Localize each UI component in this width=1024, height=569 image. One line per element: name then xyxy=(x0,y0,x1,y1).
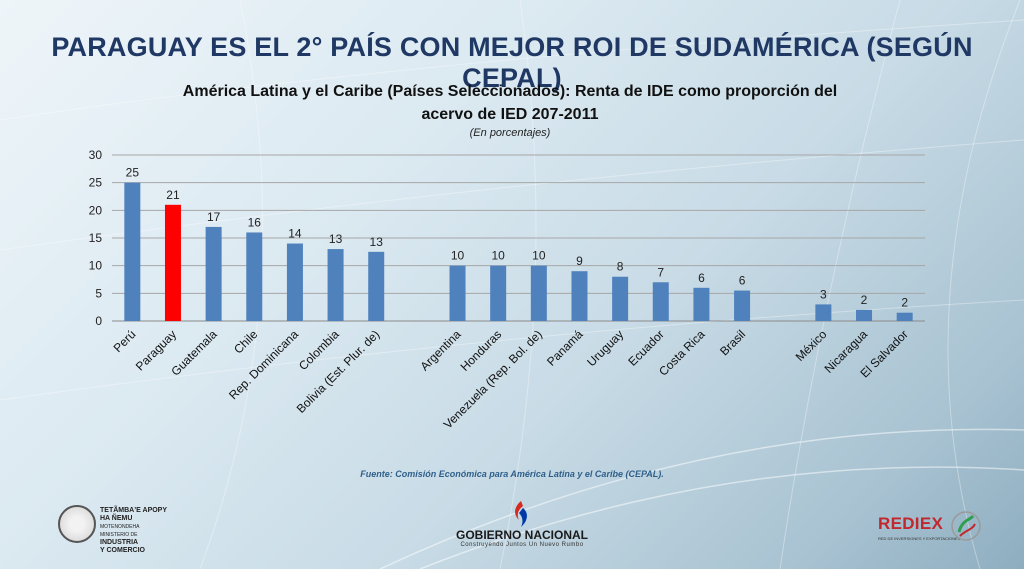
gobierno-nacional-logo: GOBIERNO NACIONAL Construyendo Juntos Un… xyxy=(452,500,592,550)
x-tick-label: Uruguay xyxy=(584,327,626,369)
x-tick-label: México xyxy=(793,327,830,364)
data-label: 2 xyxy=(861,293,868,307)
rediex-name: REDIEX xyxy=(878,514,944,533)
bar xyxy=(734,290,751,321)
rediex-logo: REDIEX RED DE INVERSIONES Y EXPORTACIONE… xyxy=(878,510,988,550)
y-tick-label: 15 xyxy=(89,231,103,245)
gobierno-nacional-name: GOBIERNO NACIONAL xyxy=(456,528,588,542)
bar xyxy=(693,287,710,321)
slide-title: PARAGUAY ES EL 2° PAÍS CON MEJOR ROI DE … xyxy=(51,32,973,93)
data-label: 16 xyxy=(248,215,262,229)
chart-subtitle: (En porcentajes) xyxy=(469,127,551,139)
bar xyxy=(815,304,832,321)
x-tick-label: Perú xyxy=(111,327,139,355)
bar xyxy=(530,265,547,321)
bar xyxy=(205,226,222,321)
data-label: 13 xyxy=(370,235,384,249)
bar-layer xyxy=(124,182,913,321)
y-tick-label: 20 xyxy=(89,203,103,217)
chart-title-line1: América Latina y el Caribe (Países Selec… xyxy=(182,83,838,100)
x-tick-label: Brasil xyxy=(717,327,748,358)
data-label: 8 xyxy=(617,260,624,274)
source-note: Fuente: Comisión Económica para América … xyxy=(360,469,664,479)
data-label: 10 xyxy=(532,249,546,263)
ministry-line4: MINISTERIO DE xyxy=(100,532,138,538)
ministry-logo: TETÃMBAʼE APOPY HA ÑEMU MOTENONDEHA MINI… xyxy=(58,505,178,554)
y-tick-label: 0 xyxy=(95,314,102,328)
bar xyxy=(612,276,629,321)
data-label: 9 xyxy=(576,254,583,268)
y-tick-label: 5 xyxy=(95,286,102,300)
bar xyxy=(124,182,141,321)
chart-title-line2: acervo de IED 207-2011 xyxy=(421,106,599,123)
y-tick-label: 25 xyxy=(89,176,103,190)
data-label: 17 xyxy=(207,210,221,224)
ministry-line2: HA ÑEMU xyxy=(100,515,133,522)
data-label: 10 xyxy=(451,249,465,263)
data-label: 14 xyxy=(288,227,302,241)
x-tick-label: Rep. Dominicana xyxy=(226,327,301,402)
rediex-swirl-icon xyxy=(951,511,981,541)
x-tick-label: Panamá xyxy=(544,327,586,369)
bar xyxy=(327,249,344,321)
bar xyxy=(652,282,669,321)
ministry-line1: TETÃMBAʼE APOPY xyxy=(100,507,168,514)
chart-title: América Latina y el Caribe (Países Selec… xyxy=(130,80,890,126)
national-seal-icon xyxy=(58,505,96,543)
bar xyxy=(164,204,181,321)
ministry-logo-text: TETÃMBAʼE APOPY HA ÑEMU MOTENONDEHA MINI… xyxy=(100,507,167,555)
data-label: 13 xyxy=(329,232,343,246)
x-tick-label: Argentina xyxy=(417,327,463,373)
rediex-tagline: RED DE INVERSIONES Y EXPORTACIONES xyxy=(878,536,961,541)
bar xyxy=(571,271,588,321)
data-label: 3 xyxy=(820,287,827,301)
data-label: 21 xyxy=(166,188,180,202)
y-tick-label: 10 xyxy=(89,259,103,273)
gobierno-nacional-tagline: Construyendo Juntos Un Nuevo Rumbo xyxy=(460,542,584,548)
ministry-line3: MOTENONDEHA xyxy=(100,524,140,530)
x-tick-label: Chile xyxy=(231,327,260,356)
ministry-line5: INDUSTRIA xyxy=(100,539,139,546)
label-layer: 25 21 17 16 14 13 13 10 10 10 9 8 7 6 6 3 2 2 xyxy=(126,166,909,310)
bar xyxy=(368,251,385,321)
flame-icon xyxy=(515,501,527,527)
bar xyxy=(246,232,263,321)
data-label: 6 xyxy=(698,271,705,285)
bar xyxy=(490,265,507,321)
bar xyxy=(449,265,466,321)
y-tick-label: 30 xyxy=(89,148,103,162)
data-label: 25 xyxy=(126,166,140,180)
data-label: 10 xyxy=(491,249,505,263)
data-label: 7 xyxy=(657,265,664,279)
bar xyxy=(896,312,913,321)
grid-layer xyxy=(112,154,925,322)
data-label: 2 xyxy=(901,296,908,310)
data-label: 6 xyxy=(739,274,746,288)
ministry-line6: Y COMERCIO xyxy=(100,547,145,554)
bar xyxy=(286,243,303,321)
x-tick-label: Ecuador xyxy=(625,327,667,369)
bar xyxy=(856,309,873,321)
